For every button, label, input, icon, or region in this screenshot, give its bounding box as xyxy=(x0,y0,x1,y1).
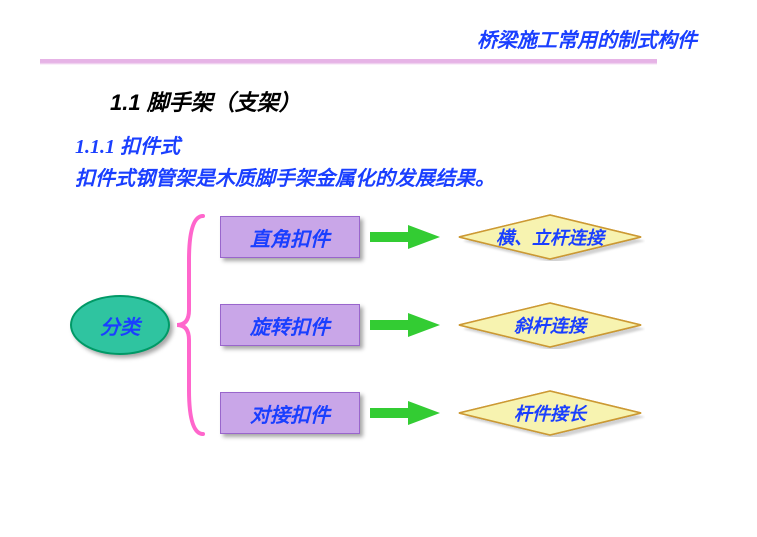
diamond-node: 横、立杆连接 xyxy=(455,213,645,261)
body-text: 扣件式钢管架是木质脚手架金属化的发展结果。 xyxy=(75,162,495,191)
diamond-label: 横、立杆连接 xyxy=(496,224,604,250)
rect-node: 对接扣件 xyxy=(220,392,360,434)
rect-node: 直角扣件 xyxy=(220,216,360,258)
root-ellipse: 分类 xyxy=(70,295,170,355)
diamond-node: 杆件接长 xyxy=(455,389,645,437)
header-title: 桥梁施工常用的制式构件 xyxy=(0,24,697,53)
sub-heading: 1.1.1 扣件式 xyxy=(75,130,180,159)
rect-node: 旋转扣件 xyxy=(220,304,360,346)
arrow-icon xyxy=(370,401,440,425)
section-heading: 1.1 脚手架（支架） xyxy=(110,85,301,117)
bracket xyxy=(175,210,205,440)
header-rule xyxy=(40,59,657,65)
header: 桥梁施工常用的制式构件 xyxy=(0,0,757,65)
arrow-icon xyxy=(370,313,440,337)
arrow-icon xyxy=(370,225,440,249)
diagram: 分类 直角扣件 横、立杆连接旋转扣件 斜杆连接对接扣件 杆件接长 xyxy=(70,200,690,460)
diamond-node: 斜杆连接 xyxy=(455,301,645,349)
diamond-label: 杆件接长 xyxy=(514,400,586,426)
diamond-label: 斜杆连接 xyxy=(514,312,586,338)
